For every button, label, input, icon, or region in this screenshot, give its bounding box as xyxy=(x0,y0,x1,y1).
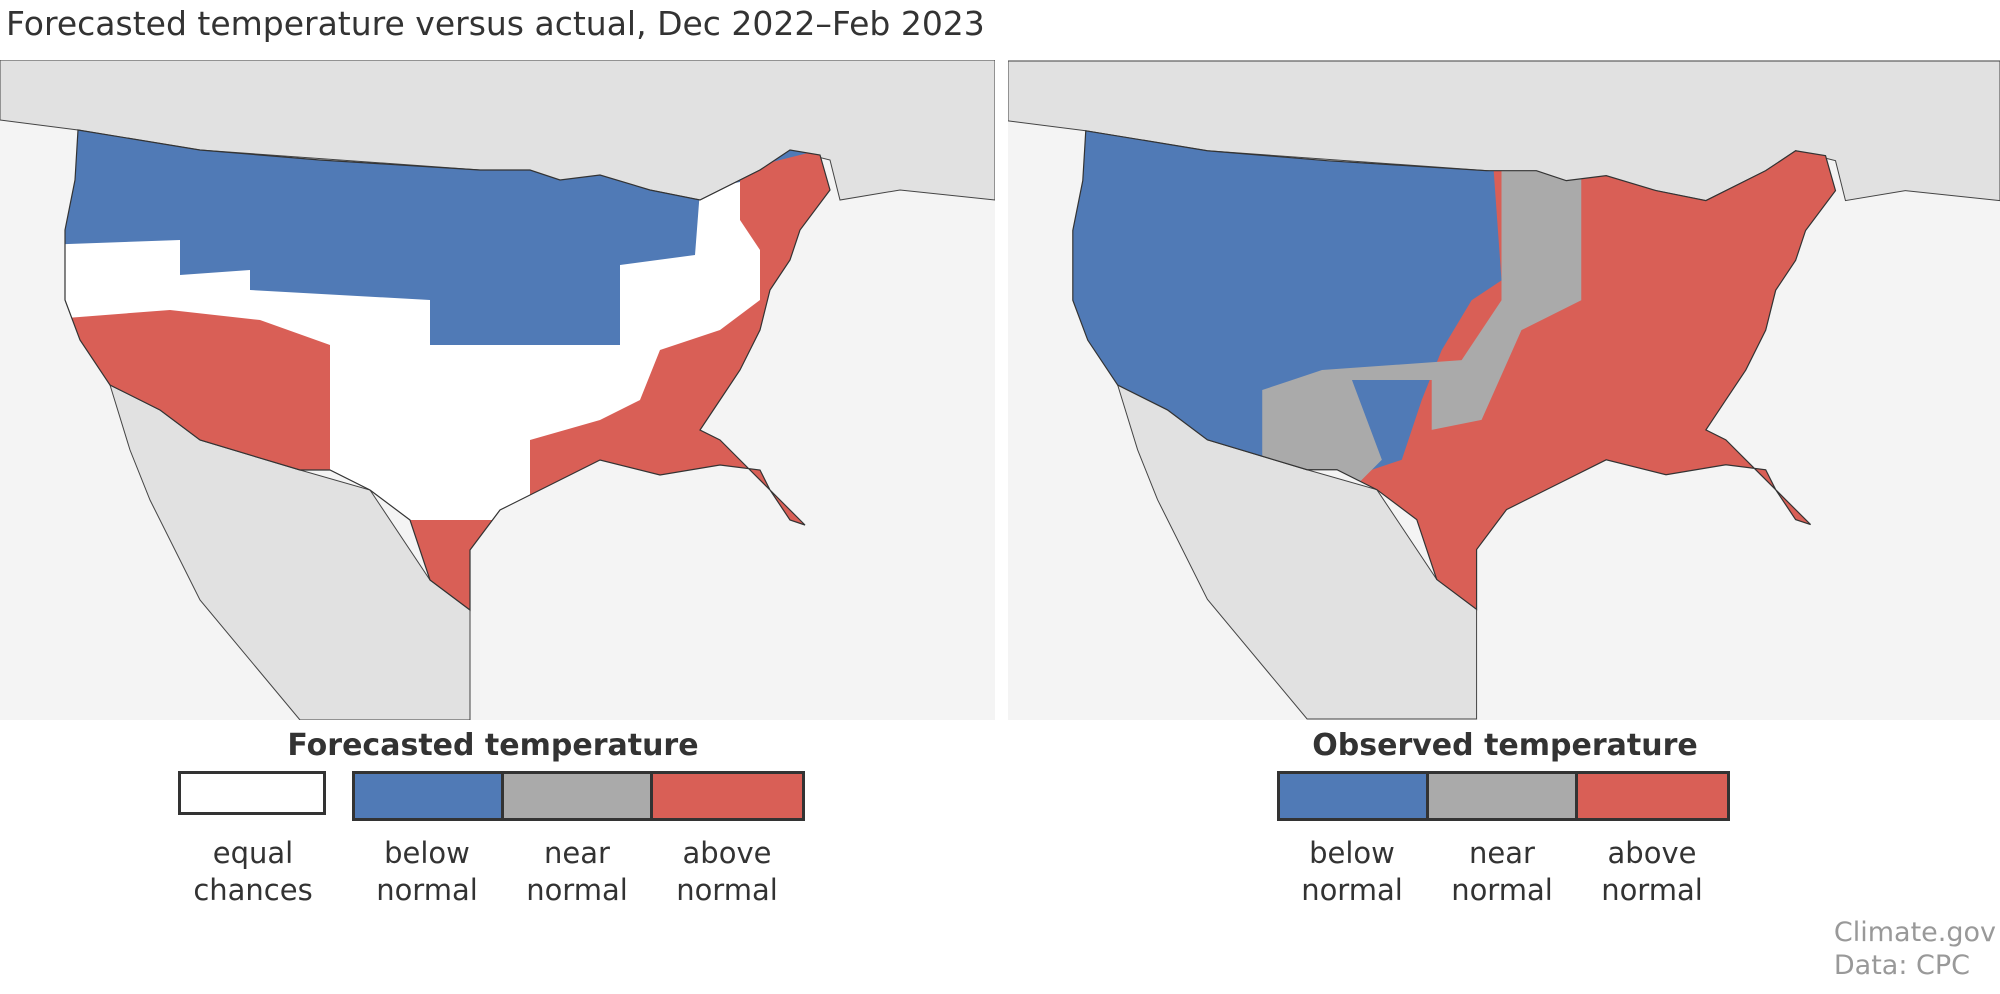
label-above-normal: above normal xyxy=(1601,836,1703,907)
region-above-normal-west xyxy=(65,310,830,610)
region-above-normal-east xyxy=(640,130,830,400)
swatch-above-normal xyxy=(653,774,802,818)
us-outline xyxy=(1072,130,1837,611)
label-above-normal: above normal xyxy=(676,836,778,907)
credit: Climate.gov Data: CPC xyxy=(1834,916,1996,982)
label-equal-chances: equal chances xyxy=(193,836,313,907)
credit-source: Climate.gov xyxy=(1833,917,1996,948)
label-below-normal: below normal xyxy=(1301,836,1403,907)
swatch-below-normal xyxy=(355,774,504,818)
forecast-legend-title: Forecasted temperature xyxy=(287,728,699,763)
forecast-legend: Forecasted temperature equal chances belo… xyxy=(178,728,808,909)
region-below-normal xyxy=(1072,130,1502,480)
us-outline xyxy=(64,129,831,612)
swatch-equal-chances xyxy=(178,771,326,815)
swatch-near-normal xyxy=(504,774,653,818)
observed-map-svg xyxy=(1008,60,2000,720)
swatch-above-normal xyxy=(1578,774,1727,818)
label-near-normal: near normal xyxy=(1451,836,1553,907)
observed-legend-title: Observed temperature xyxy=(1312,728,1698,763)
swatch-below-normal xyxy=(1280,774,1429,818)
forecast-map xyxy=(0,60,995,720)
swatch-near-normal xyxy=(1429,774,1578,818)
label-near-normal: near normal xyxy=(526,836,628,907)
region-near-normal xyxy=(1262,140,1582,500)
forecast-map-svg xyxy=(0,60,995,720)
chart-title: Forecasted temperature versus actual, De… xyxy=(6,4,985,43)
credit-data: Data: CPC xyxy=(1833,950,1971,981)
observed-map xyxy=(1008,60,2000,720)
label-below-normal: below normal xyxy=(376,836,478,907)
observed-legend: Observed temperature below normal near nor… xyxy=(1277,728,1733,909)
